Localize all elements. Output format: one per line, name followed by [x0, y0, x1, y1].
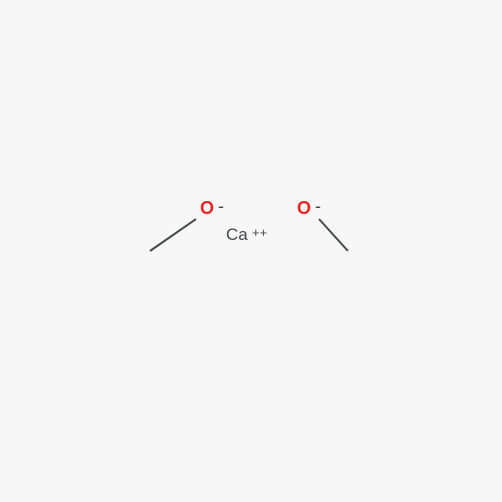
oxygen-right-charge: - — [315, 196, 321, 217]
oxygen-right-atom: O — [297, 198, 311, 219]
bond-left — [149, 218, 196, 252]
calcium-charge: ++ — [252, 225, 267, 240]
oxygen-left-atom: O — [200, 198, 214, 219]
calcium-atom: Ca — [226, 225, 248, 245]
bond-right — [318, 218, 348, 251]
molecule-canvas: O - O - Ca ++ — [0, 0, 502, 502]
oxygen-left-charge: - — [218, 196, 224, 217]
